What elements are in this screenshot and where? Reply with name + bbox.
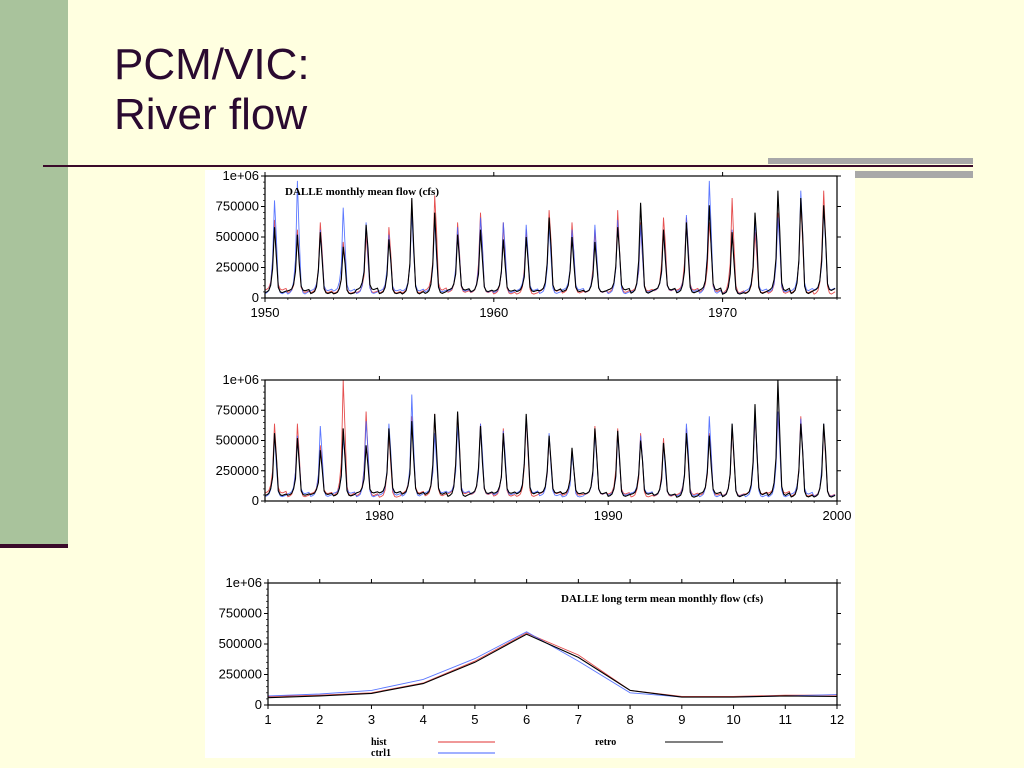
chart-figure: 0 250000 500000 750000 1e+06 1950 1960 1970 DALL… (205, 170, 855, 758)
legend-label-ctrl1: ctrl1 (371, 748, 391, 758)
chart-title: DALLE monthly mean flow (cfs) (285, 186, 439, 198)
y-tick-label: 1e+06 (222, 170, 259, 183)
slide-title-line-1: PCM/VIC: (114, 40, 310, 89)
x-tick-label: 7 (575, 712, 582, 727)
chart-panel-1: 0 250000 500000 750000 1e+06 1950 1960 1970 DALL… (216, 170, 841, 320)
x-tick-label: 2000 (823, 508, 852, 523)
x-tick-label: 1960 (479, 305, 508, 320)
x-tick-label: 1980 (365, 508, 394, 523)
x-tick-label: 1970 (708, 305, 737, 320)
x-tick-label: 12 (830, 712, 844, 727)
x-tick-label: 9 (678, 712, 685, 727)
legend-label-retro: retro (595, 737, 616, 748)
x-tick-label: 11 (779, 712, 793, 727)
y-tick-label: 0 (252, 493, 259, 508)
x-tick-label: 1950 (251, 305, 280, 320)
chart-title: DALLE long term mean monthly flow (cfs) (561, 593, 764, 605)
x-tick-label: 8 (626, 712, 633, 727)
chart-panel-2: 0 250000 500000 750000 1e+06 1980 1990 2000 (216, 372, 852, 523)
slide-title-line-2: River flow (114, 90, 308, 139)
decorative-gray-bar-top (768, 158, 973, 164)
sidebar-accent-bar (0, 0, 68, 548)
x-tick-label: 6 (523, 712, 530, 727)
x-tick-label: 1990 (594, 508, 623, 523)
x-tick-label: 2 (316, 712, 323, 727)
series-line-ctrl1 (267, 631, 838, 698)
x-tick-label: 3 (368, 712, 375, 727)
y-tick-label: 750000 (216, 199, 259, 214)
y-tick-label: 500000 (219, 636, 262, 651)
y-tick-label: 250000 (219, 667, 262, 682)
plot-frame (267, 582, 838, 706)
series-line-hist (267, 632, 837, 697)
legend-label-hist: hist (371, 737, 387, 748)
y-tick-label: 0 (252, 290, 259, 305)
slide-title: PCM/VIC: River flow (114, 40, 310, 140)
y-tick-label: 1e+06 (225, 575, 262, 590)
x-tick-label: 5 (471, 712, 478, 727)
series-line-retro (264, 190, 836, 295)
series-line-hist (264, 379, 836, 498)
plot-frame (264, 175, 838, 299)
y-tick-label: 750000 (216, 402, 259, 417)
y-tick-label: 500000 (216, 433, 259, 448)
x-tick-label: 1 (264, 712, 271, 727)
x-tick-label: 10 (726, 712, 740, 727)
title-underline-rule (43, 165, 973, 167)
x-tick-label: 4 (420, 712, 427, 727)
y-tick-label: 250000 (216, 463, 259, 478)
y-tick-label: 0 (255, 697, 262, 712)
plot-frame (264, 379, 838, 502)
y-tick-label: 250000 (216, 260, 259, 275)
series-line-retro (267, 633, 838, 699)
y-tick-label: 1e+06 (222, 372, 259, 387)
series-line-retro (264, 379, 836, 498)
y-tick-label: 750000 (219, 606, 262, 621)
y-tick-label: 500000 (216, 229, 259, 244)
sidebar-rule (0, 544, 68, 548)
decorative-gray-bar-bottom (855, 171, 973, 178)
